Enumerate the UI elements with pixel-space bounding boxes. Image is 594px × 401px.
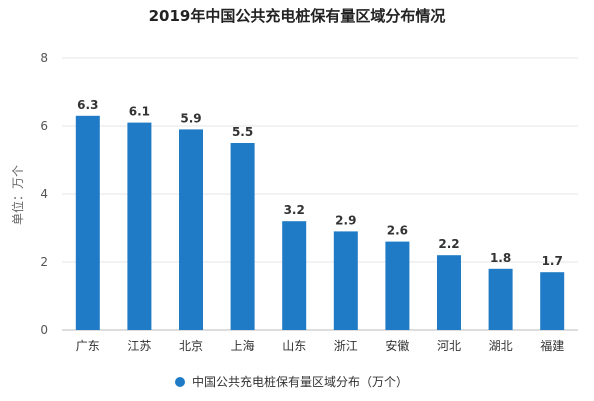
bar-7 <box>437 255 461 330</box>
category-label: 福建 <box>540 338 564 353</box>
bars <box>75 115 565 330</box>
bar-0 <box>75 115 100 330</box>
value-label: 2.2 <box>438 237 459 251</box>
bar-2 <box>179 129 203 330</box>
value-label: 6.3 <box>77 98 98 112</box>
y-axis-label: 单位：万个 <box>10 165 25 225</box>
category-labels: 广东 江苏 北京 上海 山东 浙江 安徽 河北 湖北 福建 <box>76 338 564 353</box>
bar-9 <box>540 272 565 330</box>
legend: 中国公共充电桩保有量区域分布（万个） <box>175 374 408 389</box>
y-tick-label: 2 <box>40 255 48 269</box>
bar-1 <box>127 122 152 330</box>
bar-6 <box>385 241 410 330</box>
category-label: 湖北 <box>489 338 513 353</box>
value-label: 6.1 <box>129 105 150 119</box>
bar-4 <box>282 221 307 330</box>
y-axis-ticks: 0 2 4 6 8 <box>40 51 48 337</box>
bar-3 <box>230 143 255 330</box>
value-label: 1.7 <box>542 254 563 268</box>
category-label: 山东 <box>282 339 306 353</box>
value-label: 2.9 <box>335 213 356 227</box>
value-labels: 6.3 6.1 5.9 5.5 3.2 2.9 2.6 2.2 1.8 1.7 <box>77 98 563 268</box>
bar-8 <box>488 268 513 330</box>
chart-title: 2019年中国公共充电桩保有量区域分布情况 <box>149 7 446 25</box>
category-label: 上海 <box>231 338 255 353</box>
legend-marker <box>175 377 185 387</box>
y-tick-label: 4 <box>40 187 48 201</box>
y-tick-label: 6 <box>40 119 48 133</box>
value-label: 5.9 <box>180 111 201 125</box>
category-label: 安徽 <box>385 338 409 353</box>
value-label: 3.2 <box>284 203 305 217</box>
value-label: 5.5 <box>232 125 253 139</box>
legend-label: 中国公共充电桩保有量区域分布（万个） <box>192 374 408 389</box>
category-label: 河北 <box>437 339 461 353</box>
category-label: 北京 <box>179 339 203 353</box>
bar-5 <box>333 231 358 330</box>
y-tick-label: 0 <box>40 323 48 337</box>
value-label: 1.8 <box>490 251 511 265</box>
category-label: 浙江 <box>334 339 358 353</box>
category-label: 江苏 <box>127 339 151 353</box>
category-label: 广东 <box>76 339 100 353</box>
y-tick-label: 8 <box>40 51 48 65</box>
value-label: 2.6 <box>387 224 408 238</box>
